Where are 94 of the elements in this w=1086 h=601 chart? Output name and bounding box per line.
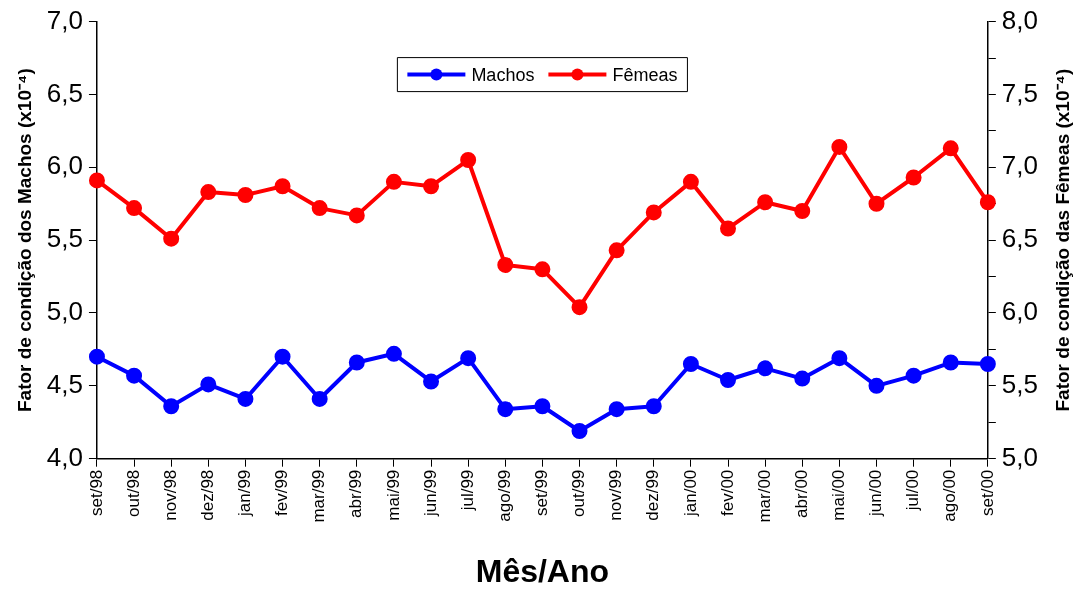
point [200,376,217,393]
point [831,350,848,367]
y-axis-title: Fator de condição dos Machos (x10⁻⁴) [13,68,35,413]
x-tick-label: jul/00 [903,469,923,512]
x-axis-title: Mês/Ano [475,552,610,589]
point [534,261,551,278]
point [88,172,105,189]
x-tick-label: out/98 [123,469,143,517]
point [497,401,514,418]
point [385,345,402,362]
point [274,348,291,365]
point [571,423,588,440]
point [571,299,588,316]
point [163,398,180,415]
y2-tick-label: 6,0 [1001,296,1039,327]
y-tick-label: 7,0 [46,4,83,35]
point [423,373,440,390]
x-tick-label: jul/99 [457,469,477,512]
point [645,398,662,415]
x-tick-label: mai/99 [383,469,403,521]
point [385,173,402,190]
point [794,370,811,387]
legend-label: Fêmeas [612,64,678,85]
point [348,207,365,224]
y2-tick-label: 5,0 [1001,441,1039,472]
y-tick-label: 4,0 [46,441,83,472]
point [868,377,885,394]
x-tick-label: dez/99 [643,469,663,521]
point [200,184,217,201]
y-tick-label: 6,0 [46,150,83,181]
point [757,194,774,211]
y-tick-label: 5,0 [46,296,83,327]
y2-tick-label: 7,5 [1001,77,1039,108]
point [979,355,996,372]
x-tick-label: mai/00 [829,469,849,521]
x-tick-label: out/99 [569,469,589,517]
y-tick-label: 6,5 [46,77,83,108]
y2-tick-label: 5,5 [1001,369,1039,400]
y2-axis-title: Fator de condição das Fêmeas (x10⁻⁴) [1052,68,1074,412]
x-tick-label: mar/00 [754,469,774,523]
point [608,242,625,259]
y-tick-label: 5,5 [46,223,83,254]
x-tick-label: fev/99 [272,469,292,516]
y2-tick-label: 6,5 [1001,223,1039,254]
x-tick-label: set/00 [977,469,997,516]
point [868,195,885,212]
x-tick-label: abr/99 [346,469,366,518]
point [905,169,922,186]
y2-tick-label: 8,0 [1001,4,1039,35]
x-tick-label: set/98 [86,469,106,516]
point [757,360,774,377]
point [720,372,737,389]
point [497,256,514,273]
point [534,398,551,415]
x-tick-label: set/99 [532,469,552,516]
point [311,200,328,217]
x-tick-label: jun/00 [866,469,886,518]
point [979,194,996,211]
x-tick-label: ago/99 [494,469,514,522]
x-tick-label: mar/99 [309,469,329,523]
point [905,367,922,384]
point [88,348,105,365]
legend-label: Machos [471,64,535,85]
point [460,350,477,367]
x-tick-label: nov/99 [606,469,626,521]
x-tick-label: nov/98 [160,469,180,521]
point [794,203,811,220]
point [645,204,662,221]
point [942,140,959,157]
point [460,152,477,169]
point [720,220,737,237]
point [682,173,699,190]
x-tick-label: ago/00 [940,469,960,522]
point [237,186,254,203]
point [311,390,328,407]
x-tick-label: abr/00 [791,469,811,518]
point [831,138,848,155]
point [126,200,143,217]
x-tick-label: jun/99 [420,469,440,518]
point [126,367,143,384]
point [608,401,625,418]
x-tick-label: jan/99 [235,469,255,518]
point [682,355,699,372]
point [348,354,365,371]
point [163,230,180,247]
x-tick-label: fev/00 [717,469,737,516]
point [942,354,959,371]
y2-tick-label: 7,0 [1001,150,1039,181]
point [237,390,254,407]
x-tick-label: dez/98 [198,469,217,521]
point [423,178,440,195]
y-tick-label: 4,5 [46,369,83,400]
x-tick-label: jan/00 [680,469,700,518]
point [274,178,291,195]
